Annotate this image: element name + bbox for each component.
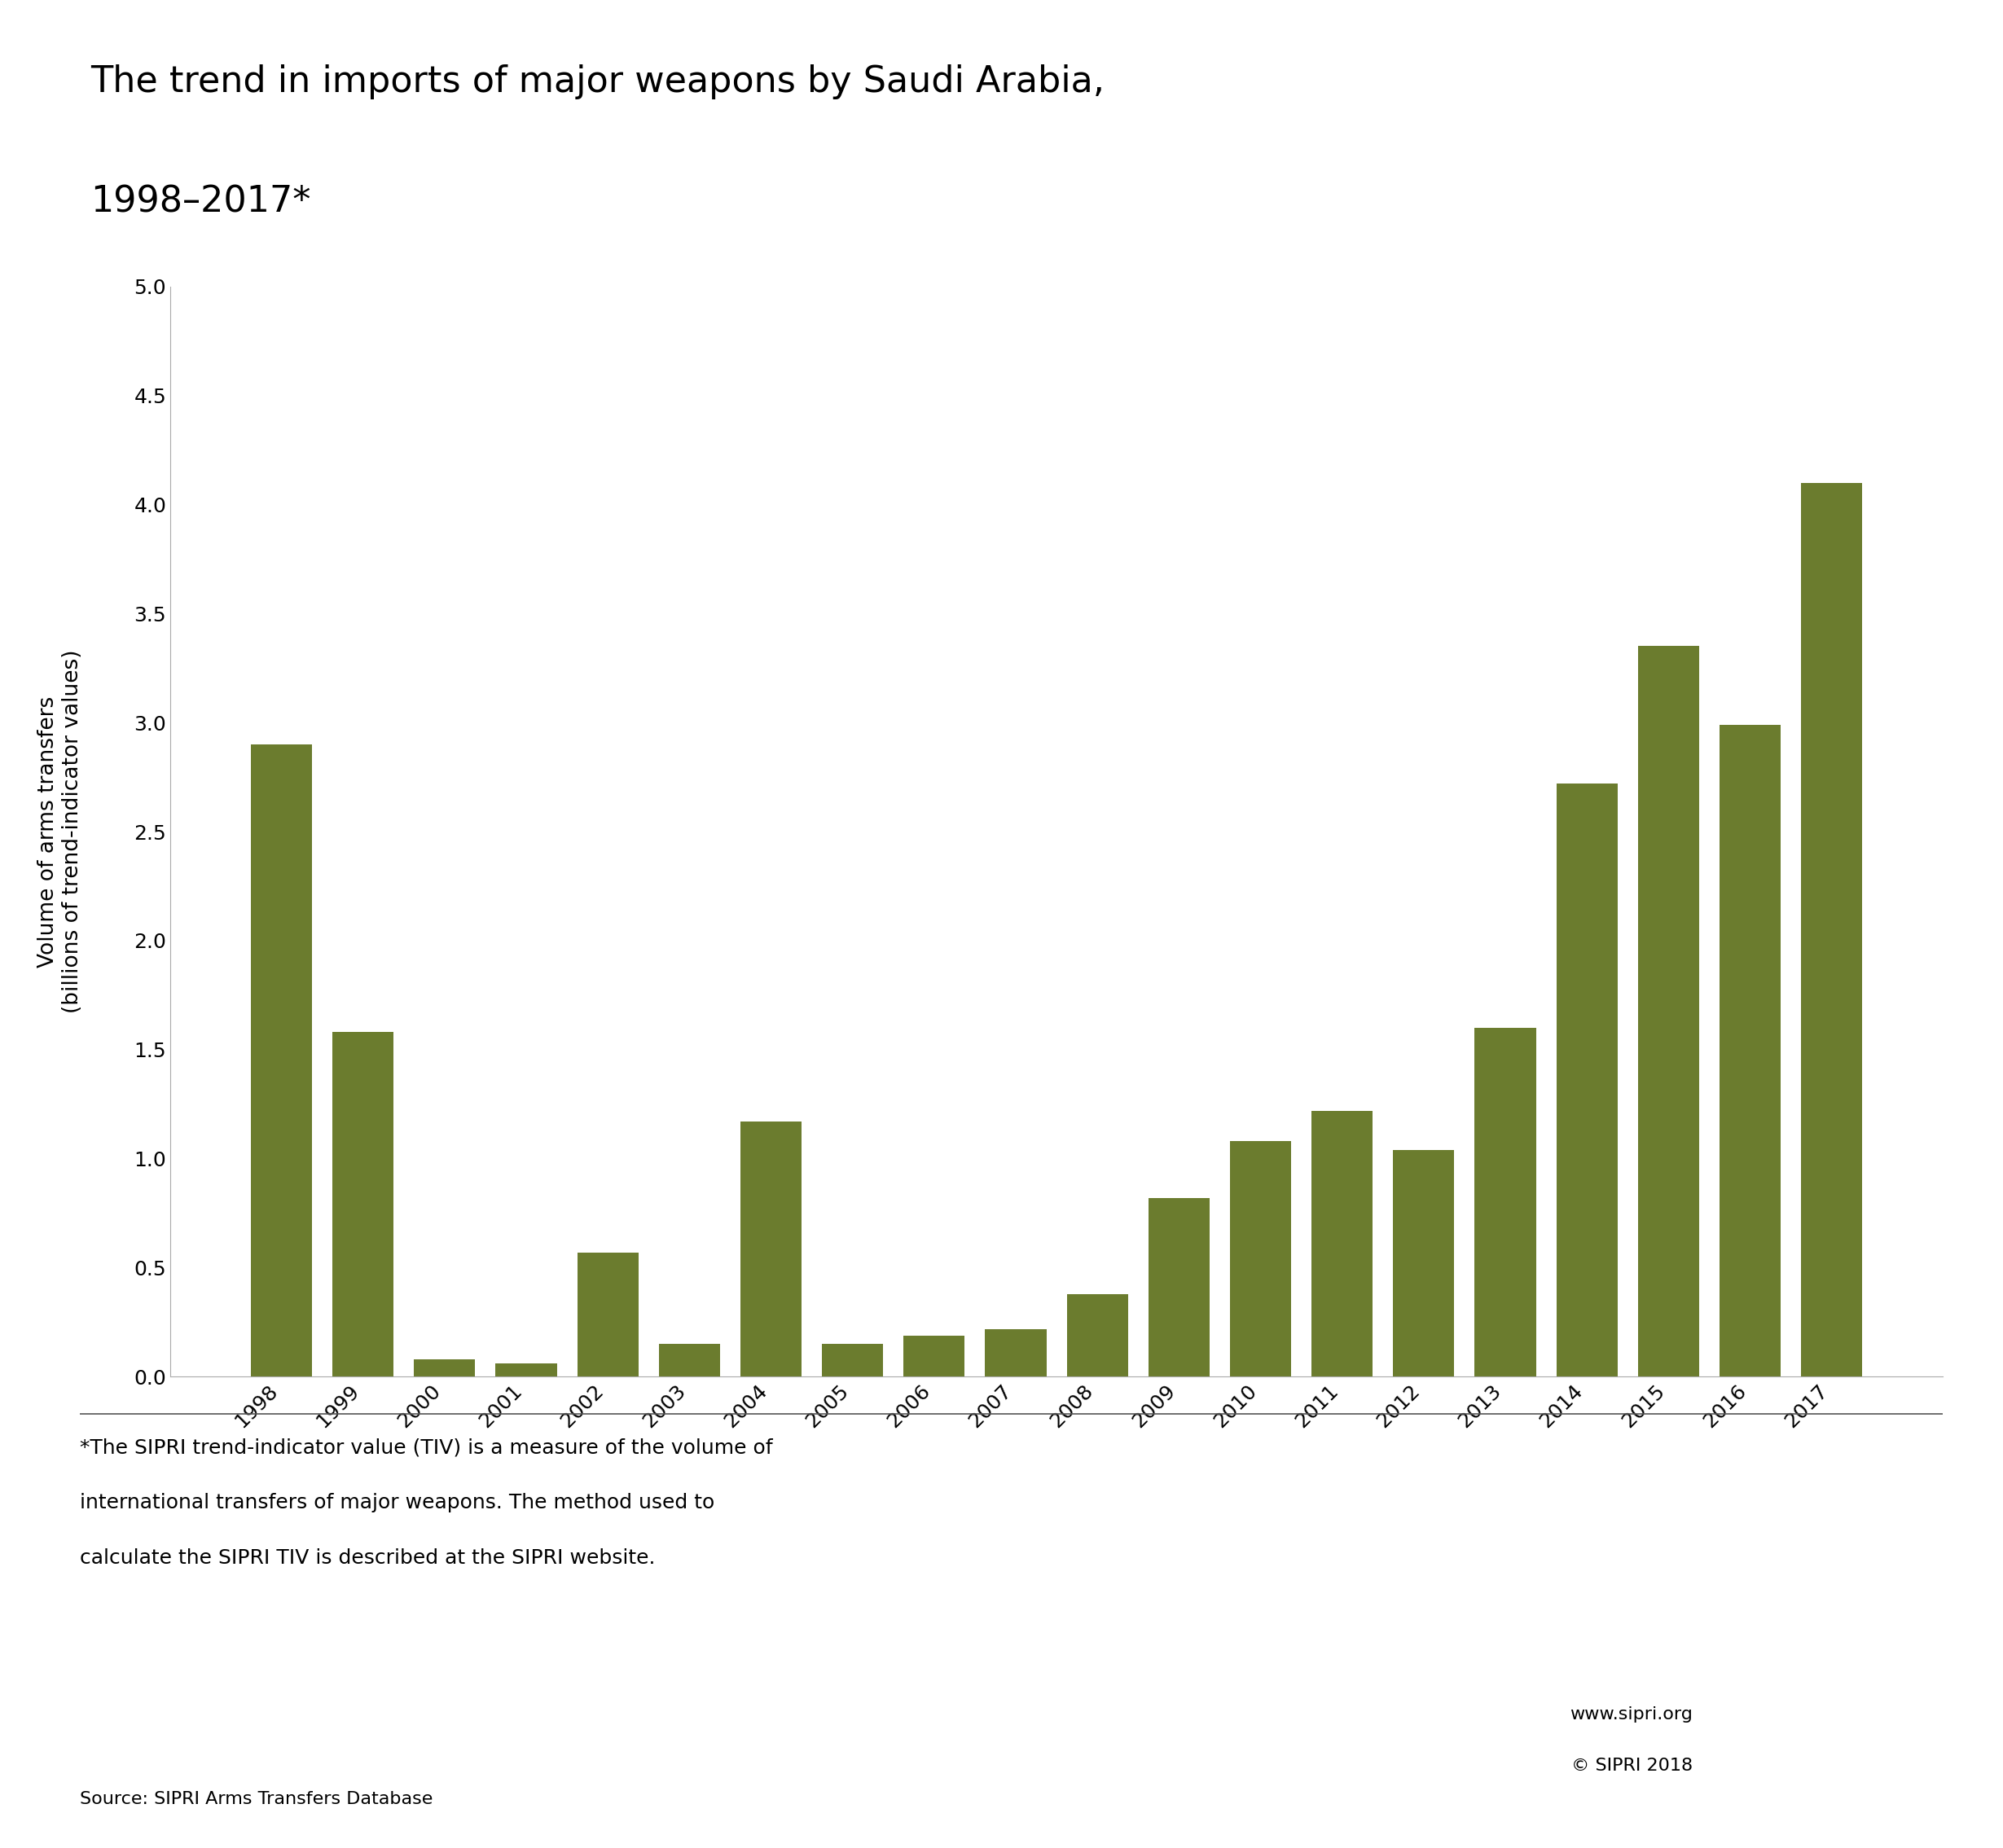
Text: www.sipri.org: www.sipri.org: [1570, 1706, 1693, 1722]
Bar: [1148, 1198, 1210, 1377]
Text: The trend in imports of major weapons by Saudi Arabia,: The trend in imports of major weapons by…: [90, 65, 1104, 100]
Text: *The SIPRI trend-indicator value (TIV) is a measure of the volume of: *The SIPRI trend-indicator value (TIV) i…: [80, 1438, 773, 1458]
Bar: [903, 1336, 965, 1377]
Bar: [821, 1343, 883, 1377]
Text: © SIPRI 2018: © SIPRI 2018: [1570, 1757, 1693, 1774]
Bar: [1556, 784, 1618, 1377]
Bar: [659, 1343, 719, 1377]
Bar: [577, 1253, 639, 1377]
Bar: [1394, 1149, 1454, 1377]
Bar: [1719, 724, 1781, 1377]
Text: Source: SIPRI Arms Transfers Database: Source: SIPRI Arms Transfers Database: [80, 1791, 433, 1807]
Bar: [1312, 1111, 1372, 1377]
Text: international transfers of major weapons. The method used to: international transfers of major weapons…: [80, 1493, 715, 1514]
Bar: [1801, 482, 1863, 1377]
Bar: [1638, 647, 1699, 1377]
Bar: [741, 1122, 801, 1377]
Bar: [415, 1360, 475, 1377]
Text: 1998–2017*: 1998–2017*: [90, 185, 310, 220]
Bar: [250, 745, 312, 1377]
Bar: [495, 1364, 557, 1377]
Text: calculate the SIPRI TIV is described at the SIPRI website.: calculate the SIPRI TIV is described at …: [80, 1549, 655, 1569]
Bar: [1068, 1294, 1128, 1377]
Bar: [1230, 1142, 1292, 1377]
Bar: [332, 1033, 395, 1377]
Bar: [985, 1329, 1046, 1377]
Bar: [1474, 1027, 1536, 1377]
Text: Volume of arms transfers
(billions of trend-indicator values): Volume of arms transfers (billions of tr…: [38, 650, 82, 1013]
Text: sipri: sipri: [1785, 1730, 1857, 1759]
